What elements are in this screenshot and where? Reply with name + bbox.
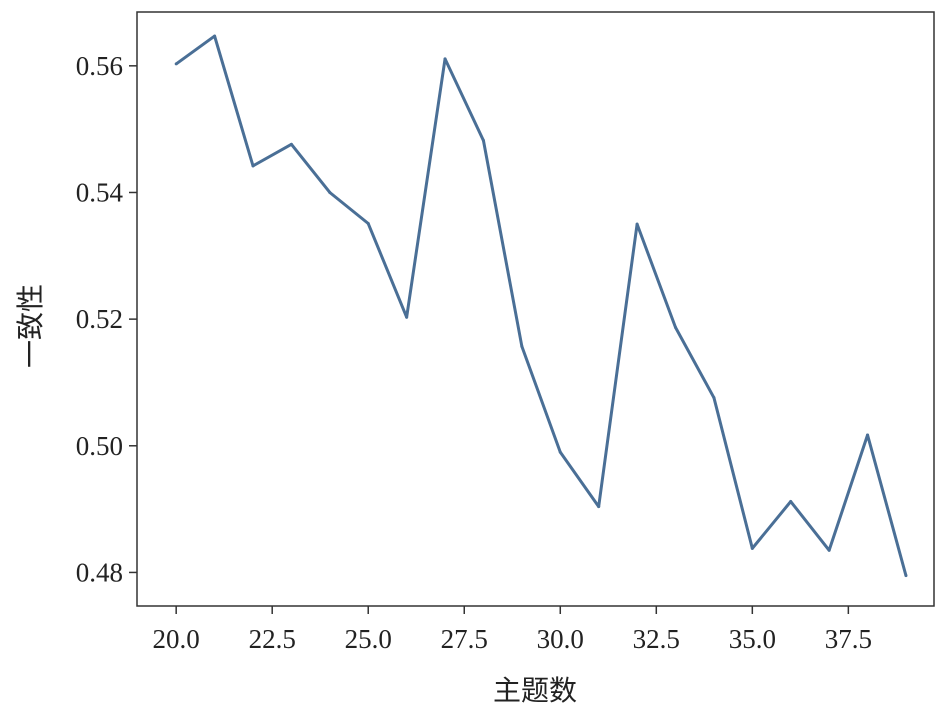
data-point xyxy=(789,500,793,504)
x-tick-label: 30.0 xyxy=(537,624,584,654)
plot-frame xyxy=(136,11,935,607)
x-tick-label: 37.5 xyxy=(825,624,872,654)
y-axis-title: 一致性 xyxy=(14,284,47,368)
x-axis-title: 主题数 xyxy=(493,674,577,707)
y-tick-label: 0.48 xyxy=(76,557,123,587)
data-point xyxy=(712,396,716,400)
data-point xyxy=(597,505,601,509)
series-line xyxy=(175,34,908,576)
series-points xyxy=(174,34,908,578)
data-point xyxy=(405,315,409,319)
x-tick-label: 20.0 xyxy=(153,624,200,654)
data-point xyxy=(251,164,255,168)
x-tick-label: 35.0 xyxy=(729,624,776,654)
data-point xyxy=(481,139,485,143)
data-point xyxy=(750,546,754,550)
x-axis-ticks: 20.0 22.5 25.0 27.5 30.0 32.5 35.0 37.5 xyxy=(153,606,872,654)
y-tick-label: 0.56 xyxy=(76,51,123,81)
data-point xyxy=(904,574,908,578)
data-point xyxy=(674,325,678,329)
data-point xyxy=(558,450,562,454)
data-point xyxy=(520,344,524,348)
y-tick-label: 0.52 xyxy=(76,304,123,334)
x-tick-label: 32.5 xyxy=(633,624,680,654)
data-point xyxy=(328,190,332,194)
data-point xyxy=(289,142,293,146)
y-tick-label: 0.54 xyxy=(76,177,124,207)
y-tick-label: 0.50 xyxy=(76,431,123,461)
x-tick-label: 27.5 xyxy=(441,624,488,654)
data-point xyxy=(443,57,447,61)
x-tick-label: 25.0 xyxy=(345,624,392,654)
x-tick-label: 22.5 xyxy=(249,624,296,654)
data-point xyxy=(866,433,870,437)
data-point xyxy=(174,62,178,66)
data-point xyxy=(827,548,831,552)
y-axis-ticks: 0.48 0.50 0.52 0.54 0.56 xyxy=(76,51,137,587)
data-point xyxy=(366,222,370,226)
data-point xyxy=(213,34,217,38)
data-point xyxy=(635,222,639,226)
